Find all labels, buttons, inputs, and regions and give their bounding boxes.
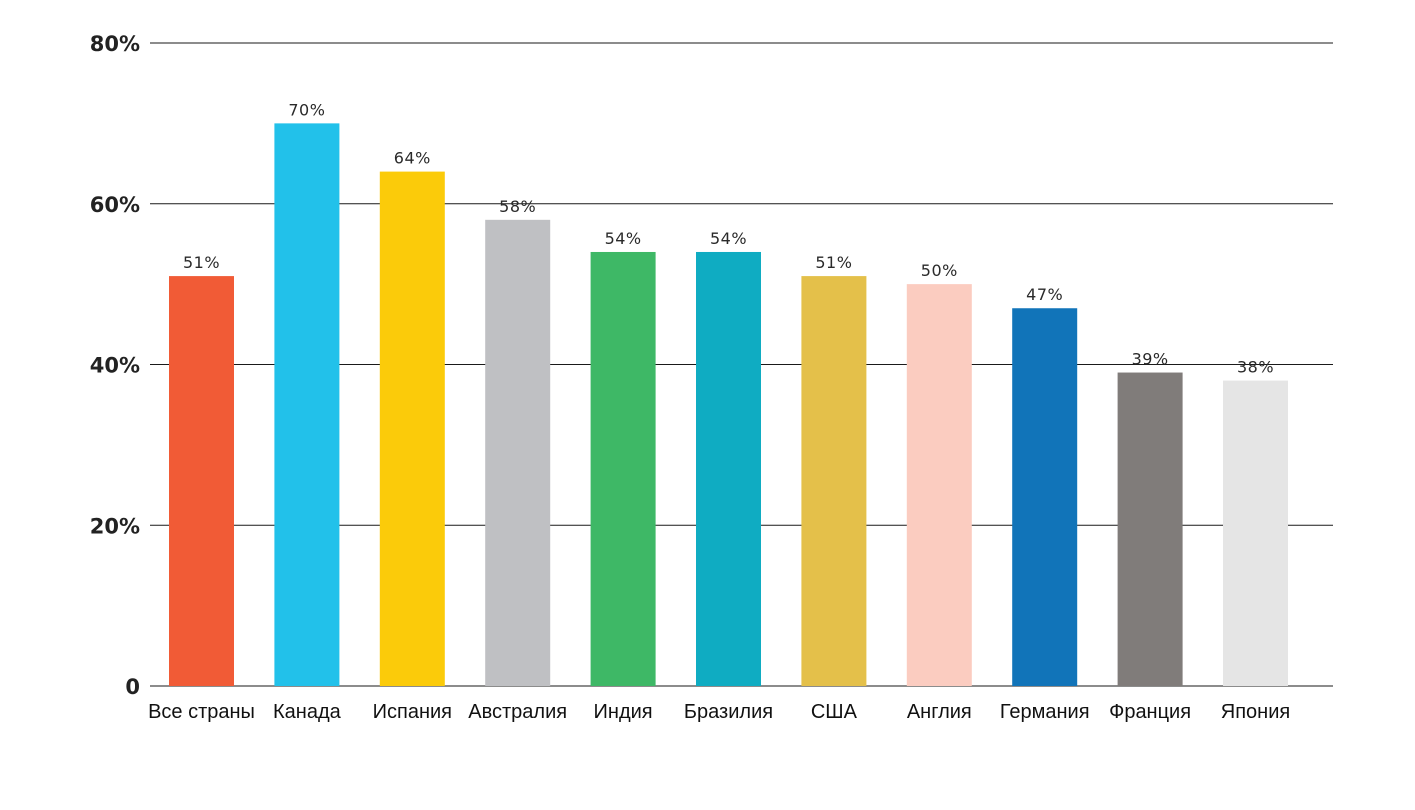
data-label: 51% (815, 253, 852, 272)
data-labels: 51% 70% 64% 58% 54% 54% 51% 50% 47% 39% 38% (183, 100, 1274, 376)
data-label: 54% (605, 229, 642, 248)
data-label: 39% (1132, 350, 1169, 369)
category-label: Испания (373, 701, 452, 723)
data-label: 54% (710, 229, 747, 248)
bar (169, 276, 234, 686)
data-label: 64% (394, 149, 431, 168)
data-label: 51% (183, 253, 220, 272)
bar (1117, 372, 1183, 686)
category-label: Англия (907, 701, 972, 723)
category-label: Германия (1000, 701, 1090, 723)
y-axis-ticks: 0 20% 40% 60% 80% (90, 32, 140, 699)
bars (169, 123, 1288, 687)
category-label: Австралия (468, 701, 567, 723)
bar (590, 251, 656, 686)
bar (696, 251, 761, 686)
category-label: Все страны (148, 701, 255, 723)
bar (801, 276, 867, 686)
bar (379, 171, 445, 687)
y-tick-label: 60% (90, 193, 140, 217)
y-tick-label: 80% (90, 32, 140, 56)
bar (1012, 308, 1078, 686)
bar (906, 284, 972, 686)
category-label: Бразилия (684, 701, 773, 723)
category-label: Япония (1221, 701, 1290, 723)
x-axis-categories: Все страны Канада Испания Австралия Индия Бра… (148, 701, 1290, 723)
y-tick-label: 20% (90, 514, 140, 538)
data-label: 47% (1026, 285, 1063, 304)
category-label: Франция (1109, 701, 1191, 723)
data-label: 70% (288, 100, 325, 119)
data-label: 50% (921, 261, 958, 280)
category-label: США (811, 701, 858, 723)
bar (485, 219, 551, 686)
data-label: 38% (1237, 358, 1274, 377)
y-tick-label: 0 (125, 675, 140, 699)
y-tick-label: 40% (90, 354, 140, 378)
category-label: Канада (273, 701, 342, 723)
bar (1223, 380, 1288, 686)
bar (274, 123, 340, 686)
data-label: 58% (499, 197, 536, 216)
category-label: Индия (594, 701, 653, 723)
